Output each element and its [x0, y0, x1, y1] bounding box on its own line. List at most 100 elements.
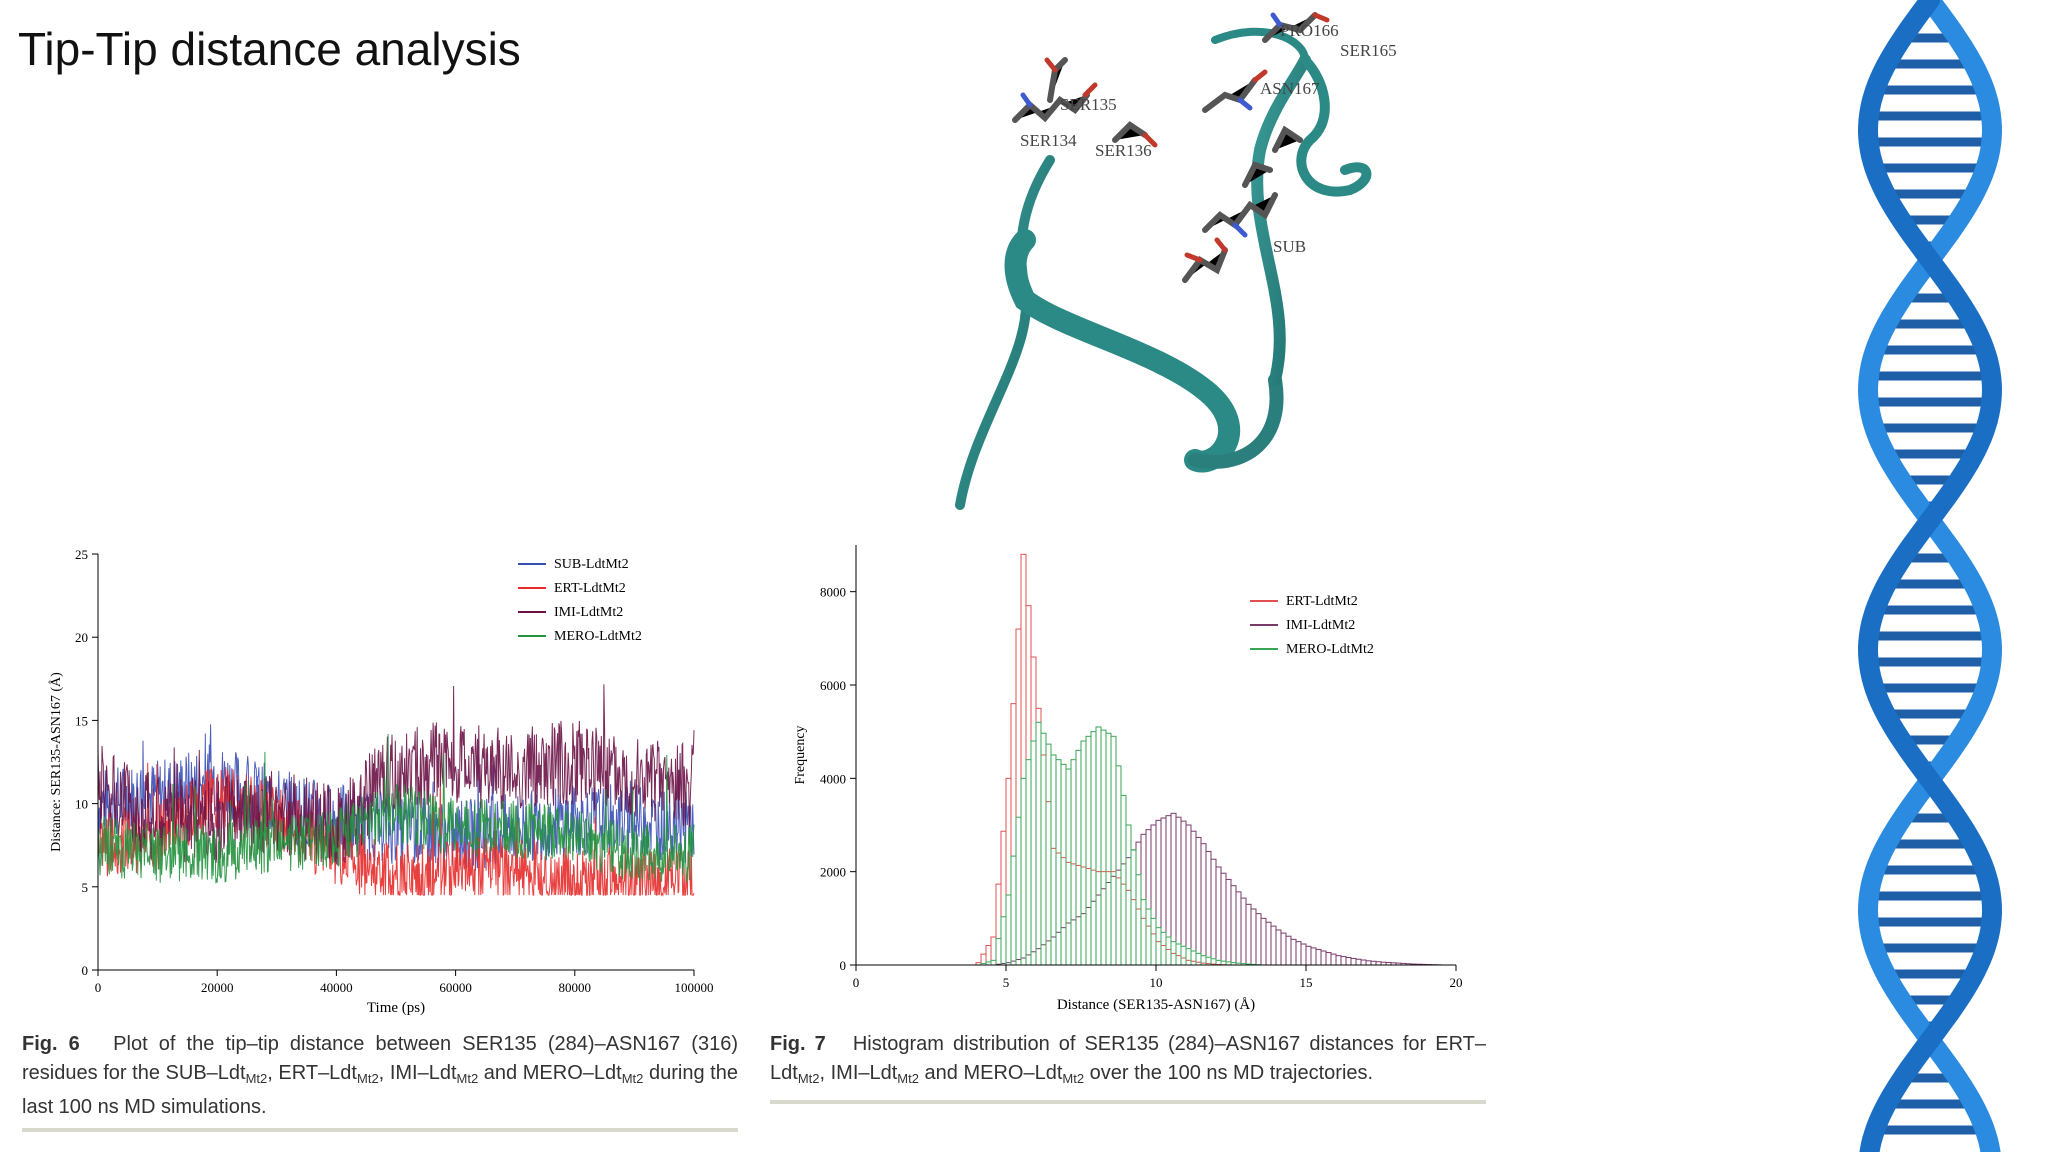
fig7-bar-0 — [1091, 870, 1096, 965]
fig7-bar-0 — [1176, 956, 1181, 965]
fig7-bar-1 — [1131, 850, 1136, 965]
fig7-bar-1 — [1036, 949, 1041, 965]
fig7-bar-2 — [1141, 900, 1146, 965]
fig7-bar-0 — [1041, 755, 1046, 965]
fig7-bar-2 — [1176, 944, 1181, 965]
fig7-bar-1 — [1246, 904, 1251, 965]
fig7-bar-0 — [1011, 704, 1016, 965]
fig7-legend-label: IMI-LdtMt2 — [1286, 618, 1355, 633]
fig7-bar-0 — [1101, 872, 1106, 965]
fig7-bar-1 — [1211, 859, 1216, 965]
fig7-caption-text-d: over the 100 ns MD trajectories. — [1084, 1062, 1373, 1084]
fig7-bar-1 — [1156, 820, 1161, 965]
fig7-bar-2 — [1021, 778, 1026, 965]
fig6-x-axis-label: Time (ps) — [367, 1000, 425, 1016]
fig6-y-tick-label: 25 — [75, 547, 88, 562]
fig7-bar-2 — [1031, 741, 1036, 965]
fig7-bar-0 — [1051, 848, 1056, 965]
fig7-bar-0 — [1186, 960, 1191, 965]
fig7-bar-1 — [1111, 876, 1116, 965]
fig7-bar-2 — [1106, 733, 1111, 965]
fig7-x-tick-label: 20 — [1450, 975, 1463, 990]
fig7-y-tick-label: 0 — [840, 958, 847, 973]
fig6-x-tick-label: 100000 — [675, 980, 714, 995]
fig7-bar-0 — [1031, 657, 1036, 965]
fig7-bar-1 — [1276, 930, 1281, 965]
fig6-divider — [22, 1128, 738, 1132]
fig7-x-tick-label: 0 — [853, 975, 860, 990]
fig7-bar-1 — [1336, 956, 1341, 965]
fig7-y-tick-label: 4000 — [820, 771, 846, 786]
fig7-x-axis-label: Distance (SER135-ASN167) (Å) — [1057, 997, 1255, 1013]
fig7-caption: Fig. 7 Histogram distribution of SER135 … — [770, 1030, 1486, 1093]
fig7-bar-1 — [1256, 914, 1261, 965]
fig7-bar-1 — [1061, 928, 1066, 965]
residue-label-ser135: SER135 — [1060, 95, 1117, 114]
fig7-bar-1 — [1316, 949, 1321, 965]
fig7-bar-0 — [1096, 872, 1101, 965]
fig7-bar-1 — [1371, 961, 1376, 965]
fig7-bar-2 — [1131, 850, 1136, 965]
fig7-series-group — [976, 554, 1441, 965]
fig7-bar-1 — [1101, 889, 1106, 965]
fig6-legend-label: SUB-LdtMt2 — [554, 557, 629, 572]
fig7-y-tick-label: 8000 — [820, 585, 846, 600]
fig7-bar-1 — [1356, 959, 1361, 965]
fig7-bar-1 — [1286, 936, 1291, 965]
fig7-bar-2 — [1101, 730, 1106, 965]
protein-structure-image: PRO166 SER165 ASN167 SER135 SER134 SER13… — [955, 0, 1400, 510]
fig6-x-tick-label: 20000 — [201, 980, 234, 995]
residue-label-ser134: SER134 — [1020, 131, 1077, 150]
fig6-caption-text-b: , ERT–Ldt — [267, 1062, 357, 1084]
fig7-bar-0 — [1021, 554, 1026, 965]
fig7-bar-2 — [1061, 764, 1066, 965]
fig7-bar-1 — [1081, 914, 1086, 965]
fig7-bar-1 — [1271, 926, 1276, 965]
fig7-bar-1 — [1206, 851, 1211, 965]
fig7-bar-2 — [1091, 732, 1096, 965]
fig7-bar-1 — [1031, 952, 1036, 965]
fig7-bar-0 — [1126, 890, 1131, 965]
fig6-y-tick-label: 15 — [75, 713, 88, 728]
fig7-bar-0 — [1136, 909, 1141, 965]
residue-label-pro166: PRO166 — [1280, 21, 1339, 40]
residue-label-ser165: SER165 — [1340, 41, 1397, 60]
fig7-bar-2 — [1196, 953, 1201, 965]
fig7-bar-2 — [1086, 736, 1091, 965]
fig7-bar-1 — [1166, 816, 1171, 965]
fig7-bar-0 — [1026, 606, 1031, 965]
fig7-bar-1 — [1126, 858, 1131, 965]
fig7-bar-1 — [1076, 917, 1081, 965]
fig7-bar-1 — [1086, 907, 1091, 965]
fig7-bar-2 — [1041, 733, 1046, 965]
fig7-bar-2 — [1056, 760, 1061, 965]
fig6-legend: SUB-LdtMt2ERT-LdtMt2IMI-LdtMt2MERO-LdtMt… — [518, 557, 642, 644]
fig7-divider — [770, 1100, 1486, 1104]
fig7-bar-1 — [1011, 961, 1016, 965]
fig7-bar-1 — [1066, 923, 1071, 965]
fig7-bar-1 — [1091, 901, 1096, 965]
fig6-y-axis-label: Distance: SER135-ASN167 (Å) — [48, 672, 64, 852]
fig7-bar-2 — [1126, 825, 1131, 965]
fig7-bar-2 — [1181, 946, 1186, 965]
fig6-y-tick-label: 0 — [82, 963, 89, 978]
fig7-bar-2 — [1006, 895, 1011, 965]
fig7-bar-0 — [1066, 862, 1071, 965]
fig7-y-tick-label: 2000 — [820, 865, 846, 880]
fig7-bar-2 — [1161, 932, 1166, 965]
fig6-caption-sub-4: Mt2 — [622, 1071, 644, 1086]
fig6-series-group — [98, 684, 694, 895]
residue-label-sub: SUB — [1273, 237, 1306, 256]
fig7-bar-2 — [1136, 875, 1141, 965]
fig7-bar-1 — [1021, 958, 1026, 965]
fig7-bar-1 — [1311, 948, 1316, 965]
fig6-x-tick-label: 80000 — [559, 980, 592, 995]
fig7-bar-1 — [1116, 870, 1121, 965]
fig7-x-tick-label: 15 — [1300, 975, 1313, 990]
fig6-legend-label: ERT-LdtMt2 — [554, 581, 626, 596]
fig7-bar-1 — [1176, 817, 1181, 965]
